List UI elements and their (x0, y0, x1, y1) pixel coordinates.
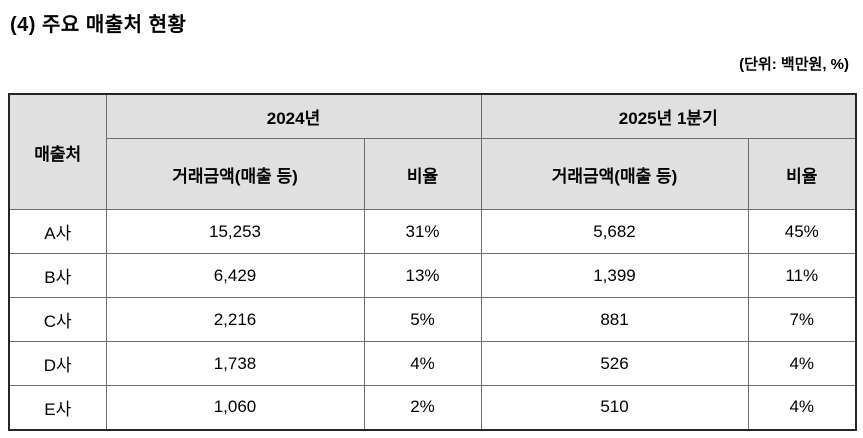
amount-2025-q1-cell: 526 (480, 341, 749, 386)
col-header-customer: 매출처 (8, 93, 107, 210)
amount-2024-cell: 6,429 (105, 253, 365, 298)
ratio-2024-cell: 5% (363, 297, 482, 342)
major-sales-customers-table: 매출처 2024년 2025년 1분기 거래금액(매출 등) 비율 거래금액(매… (8, 93, 858, 431)
customer-name-cell: C사 (8, 297, 107, 342)
amount-2024-cell: 15,253 (105, 209, 365, 254)
amount-2025-q1-cell: 5,682 (480, 209, 749, 254)
unit-note: (단위: 백만원, %) (739, 56, 849, 73)
amount-2024-cell: 1,738 (105, 341, 365, 386)
amount-2024-cell: 2,216 (105, 297, 365, 342)
ratio-2024-cell: 13% (363, 253, 482, 298)
col-group-2024: 2024년 (105, 93, 482, 139)
amount-2025-q1-cell: 881 (480, 297, 749, 342)
col-group-2025-q1: 2025년 1분기 (480, 93, 857, 139)
col-header-amount-2025-q1: 거래금액(매출 등) (480, 138, 749, 210)
customer-name-cell: E사 (8, 385, 107, 430)
ratio-2024-cell: 31% (363, 209, 482, 254)
amount-2025-q1-cell: 510 (480, 385, 749, 430)
ratio-2024-cell: 2% (363, 385, 482, 430)
ratio-2025-q1-cell: 45% (747, 209, 857, 254)
col-header-ratio-2025-q1: 비율 (747, 138, 857, 210)
customer-name-cell: A사 (8, 209, 107, 254)
amount-2024-cell: 1,060 (105, 385, 365, 430)
table-header: 매출처 2024년 2025년 1분기 거래금액(매출 등) 비율 거래금액(매… (8, 93, 857, 210)
ratio-2025-q1-cell: 11% (747, 253, 857, 298)
table-row: E사 1,060 2% 510 4% (8, 385, 857, 430)
table-row: D사 1,738 4% 526 4% (8, 341, 857, 386)
table-row: A사 15,253 31% 5,682 45% (8, 209, 857, 254)
header-sub-row: 거래금액(매출 등) 비율 거래금액(매출 등) 비율 (9, 138, 857, 210)
col-header-ratio-2024: 비율 (363, 138, 482, 210)
customer-name-cell: D사 (8, 341, 107, 386)
col-header-amount-2024: 거래금액(매출 등) (105, 138, 365, 210)
table-body: A사 15,253 31% 5,682 45% B사 6,429 13% 1,3… (8, 209, 857, 430)
customer-name-cell: B사 (8, 253, 107, 298)
table-row: B사 6,429 13% 1,399 11% (8, 253, 857, 298)
header-group-row: 매출처 2024년 2025년 1분기 (8, 93, 857, 210)
ratio-2025-q1-cell: 4% (747, 341, 857, 386)
ratio-2025-q1-cell: 7% (747, 297, 857, 342)
ratio-2024-cell: 4% (363, 341, 482, 386)
table-row: C사 2,216 5% 881 7% (8, 297, 857, 342)
amount-2025-q1-cell: 1,399 (480, 253, 749, 298)
ratio-2025-q1-cell: 4% (747, 385, 857, 430)
page-title: (4) 주요 매출처 현황 (10, 14, 187, 36)
